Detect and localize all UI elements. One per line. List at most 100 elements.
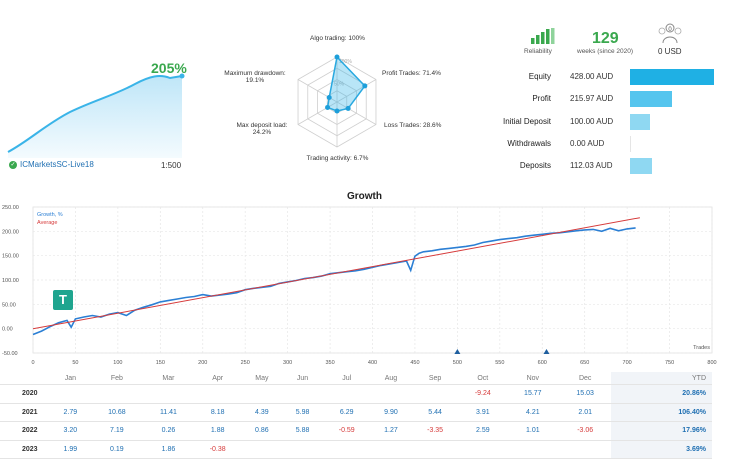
month-cell	[322, 440, 371, 460]
y-tick-label: 200.00	[2, 229, 19, 235]
x-tick-label: 0	[31, 360, 34, 366]
subscribers-icon: 0	[658, 23, 682, 44]
x-tick-label: 300	[283, 360, 292, 366]
month-cell: 8.18	[193, 403, 242, 423]
stat-bar	[630, 113, 650, 130]
month-cell: 2.79	[50, 403, 91, 423]
table-header-cell: Jun	[282, 372, 323, 385]
leverage: 1:500	[161, 161, 182, 170]
stat-value: 215.97 AUD	[570, 94, 614, 104]
stat-value: 100.00 AUD	[570, 116, 614, 126]
table-row: 2023 1.99 0.19 1.86 -0.38 3.69%	[0, 440, 712, 460]
month-cell: 7.19	[90, 421, 144, 441]
month-cell: 5.88	[282, 421, 323, 441]
table-header-cell: Sep	[411, 372, 459, 385]
year-cell: 2020	[0, 384, 50, 404]
month-cell: 1.01	[506, 421, 559, 441]
month-cell	[411, 384, 459, 404]
account-name[interactable]: ICMarketsSC-Live18	[20, 160, 94, 169]
stat-bar	[630, 69, 714, 85]
month-cell: 2.59	[458, 421, 507, 441]
table-header-cell: Feb	[90, 372, 144, 385]
month-cell	[370, 440, 412, 460]
subscribers-count: 0	[668, 27, 672, 33]
month-cell: 1.86	[143, 440, 194, 460]
x-tick-label: 200	[198, 360, 207, 366]
stat-label: Deposits	[519, 161, 551, 171]
table-row: 2021 2.79 10.68 11.41 8.18 4.39 5.98 6.29 9.90 5.…	[0, 403, 712, 423]
month-cell: 15.77	[506, 384, 559, 404]
y-tick-label: 150.00	[2, 254, 19, 260]
table-row: 2022 3.20 7.19 0.26 1.88 0.86 5.88 -0.59 1.27 -3.…	[0, 421, 712, 441]
stat-bar	[630, 158, 652, 175]
stat-label: Initial Deposit	[502, 116, 551, 126]
month-cell	[282, 384, 323, 404]
month-cell	[143, 384, 194, 404]
weeks-label: weeks (since 2020)	[577, 48, 633, 55]
month-cell: -3.06	[559, 421, 612, 441]
x-tick-label: 150	[156, 360, 165, 366]
radar-point	[345, 105, 351, 111]
growth-series-line	[32, 227, 636, 336]
x-tick-label: 750	[665, 360, 674, 366]
month-cell: 0.86	[241, 421, 283, 441]
mini-growth-area	[8, 76, 182, 158]
table-header-cell: May	[241, 372, 283, 385]
table-header-cell: Dec	[559, 372, 612, 385]
stat-value: 0.00 AUD	[570, 138, 605, 148]
trade-badge-icon[interactable]: T	[53, 290, 73, 310]
table-header-cell	[0, 372, 50, 385]
radar-point	[325, 104, 331, 110]
month-cell	[322, 384, 371, 404]
radar-chart: 100% 50%	[297, 54, 377, 148]
month-cell: 15.03	[559, 384, 612, 404]
monthly-returns-table: Jan Feb Mar Apr May Jun Jul Aug Sep Oct Nov Dec YTD …	[0, 372, 712, 460]
radar-point	[326, 95, 332, 100]
table-header-cell: Jan	[50, 372, 91, 385]
radar-ring-label: 50%	[334, 82, 345, 88]
legend-growth: Growth, %	[37, 212, 63, 218]
weeks-value: 129	[592, 30, 619, 47]
chart-title: Growth	[347, 191, 382, 202]
radar-label-drawdown: Maximum drawdown: 19.1%	[224, 70, 286, 84]
y-tick-label: 100.00	[2, 278, 19, 284]
ytd-cell: 106.40%	[611, 403, 712, 423]
radar-point	[334, 108, 340, 114]
x-tick-label: 400	[368, 360, 377, 366]
y-tick-label: -50.00	[2, 351, 18, 357]
year-cell: 2021	[0, 403, 50, 423]
table-header-cell: Oct	[458, 372, 507, 385]
month-cell: 9.90	[370, 403, 412, 423]
x-tick-label: 800	[707, 360, 716, 366]
stat-bar	[630, 91, 673, 108]
month-cell: 3.20	[50, 421, 91, 441]
month-cell: 5.44	[411, 403, 459, 423]
reliability-bars-icon	[531, 28, 555, 44]
month-cell	[50, 384, 91, 404]
x-tick-label: 100	[113, 360, 122, 366]
month-cell	[411, 440, 459, 460]
radar-label-activity: Trading activity: 6.7%	[306, 155, 369, 162]
radar-spoke	[336, 79, 377, 103]
account-link[interactable]: ✓ ICMarketsSC-Live18	[9, 160, 94, 169]
y-tick-label: 250.00	[2, 205, 19, 211]
y-tick-label: 0.00	[2, 327, 13, 333]
x-tick-label: 250	[241, 360, 250, 366]
deposit-marker-icon	[454, 349, 461, 354]
stat-label: Profit	[532, 94, 551, 104]
radar-spoke	[297, 101, 338, 125]
mini-growth-endpoint	[179, 73, 185, 79]
table-header-cell: YTD	[611, 372, 712, 385]
month-cell	[458, 440, 507, 460]
mini-growth-line	[7, 75, 183, 153]
stat-bar	[630, 135, 631, 152]
table-header-row: Jan Feb Mar Apr May Jun Jul Aug Sep Oct Nov Dec YTD	[0, 372, 712, 385]
month-cell: 1.27	[370, 421, 412, 441]
y-tick-label: 50.00	[2, 302, 16, 308]
x-tick-label: 450	[410, 360, 419, 366]
month-cell: -0.38	[193, 440, 242, 460]
x-tick-label: 650	[580, 360, 589, 366]
month-cell	[282, 440, 323, 460]
ytd-cell: 3.69%	[611, 440, 712, 460]
month-cell: 1.99	[50, 440, 91, 460]
